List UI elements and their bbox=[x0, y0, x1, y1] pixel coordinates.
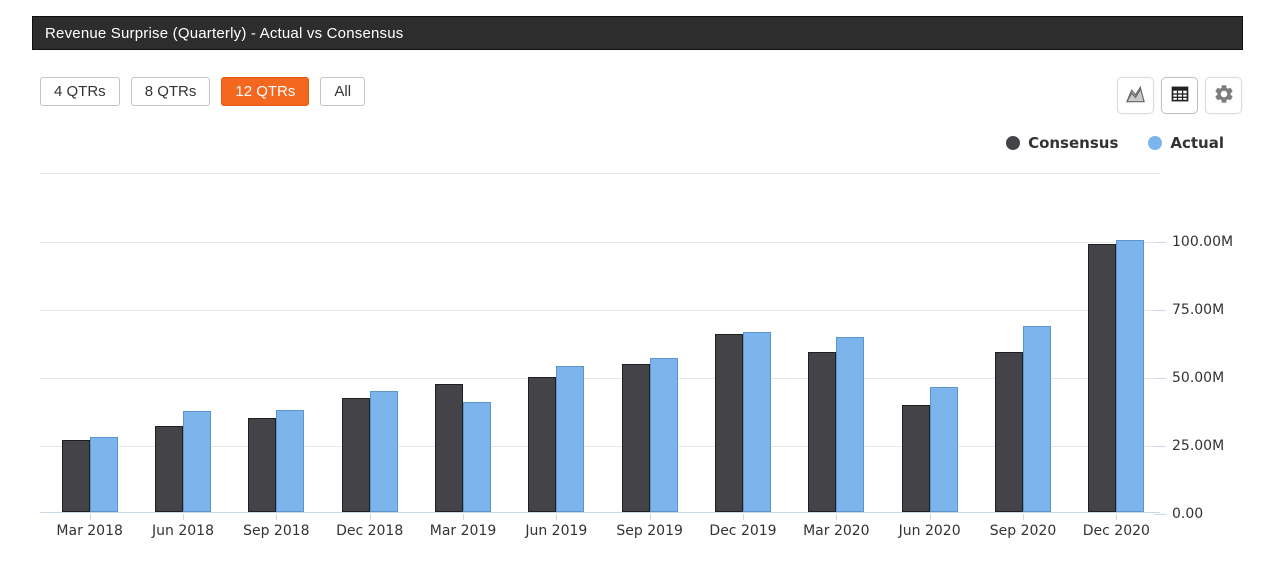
legend-label: Actual bbox=[1170, 134, 1224, 152]
range-button-12-qtrs[interactable]: 12 QTRs bbox=[221, 77, 310, 106]
gridline-100m bbox=[40, 242, 1160, 243]
range-button-all[interactable]: All bbox=[320, 77, 366, 106]
range-button-4-qtrs[interactable]: 4 QTRs bbox=[40, 77, 120, 106]
y-axis-tick bbox=[1155, 310, 1166, 311]
consensus-bar-mar-2019[interactable] bbox=[435, 384, 463, 512]
y-axis-label: 100.00M bbox=[1172, 234, 1234, 250]
table-view-icon bbox=[1169, 83, 1191, 108]
chart-title-bar: Revenue Surprise (Quarterly) - Actual vs… bbox=[32, 16, 1243, 50]
x-axis-label: Mar 2018 bbox=[56, 523, 123, 539]
consensus-bar-sep-2020[interactable] bbox=[995, 351, 1023, 512]
actual-bar-dec-2018[interactable] bbox=[369, 390, 398, 512]
x-axis-label: Dec 2018 bbox=[336, 523, 404, 539]
chart-plot-area: 0.00 25.00M 50.00M 75.00M 100.00M Mar 2018 Jun… bbox=[40, 173, 1233, 539]
y-axis-label: 50.00M bbox=[1172, 370, 1225, 386]
actual-bar-mar-2019[interactable] bbox=[463, 401, 491, 512]
x-axis-label: Jun 2018 bbox=[152, 523, 214, 539]
x-axis-tick bbox=[836, 514, 838, 520]
actual-bar-jun-2020[interactable] bbox=[929, 386, 958, 512]
y-axis-tick bbox=[1155, 378, 1166, 379]
x-axis-tick bbox=[1023, 514, 1024, 520]
y-axis-label: 0.00 bbox=[1172, 506, 1204, 522]
legend-item-consensus[interactable]: Consensus bbox=[1006, 134, 1118, 152]
actual-bar-sep-2018[interactable] bbox=[276, 410, 305, 512]
x-axis-label: Jun 2019 bbox=[525, 523, 588, 539]
x-axis-label: Dec 2020 bbox=[1082, 523, 1150, 539]
legend-label: Consensus bbox=[1028, 134, 1119, 152]
x-axis-tick bbox=[1116, 514, 1118, 520]
y-axis-label: 75.00M bbox=[1172, 302, 1225, 318]
gridline-50m bbox=[40, 378, 1160, 379]
actual-bar-jun-2018[interactable] bbox=[183, 411, 211, 512]
x-axis-tick bbox=[649, 514, 651, 520]
controls-row: 4 QTRs 8 QTRs 12 QTRs All bbox=[40, 77, 1242, 115]
legend-item-actual[interactable]: Actual bbox=[1148, 134, 1224, 152]
chart-legend: Consensus Actual bbox=[1006, 133, 1224, 153]
x-axis-label: Dec 2019 bbox=[709, 523, 777, 539]
table-view-button[interactable] bbox=[1161, 77, 1198, 114]
actual-bar-jun-2019[interactable] bbox=[556, 366, 585, 512]
consensus-bar-jun-2018[interactable] bbox=[155, 426, 183, 512]
range-button-group: 4 QTRs 8 QTRs 12 QTRs All bbox=[40, 77, 366, 106]
consensus-bar-sep-2018[interactable] bbox=[248, 418, 277, 512]
consensus-bar-jun-2019[interactable] bbox=[528, 377, 557, 512]
y-axis-tick bbox=[1155, 242, 1166, 243]
gridline-25m bbox=[40, 446, 1160, 447]
x-axis-label: Sep 2018 bbox=[243, 523, 310, 539]
x-axis-label: Sep 2020 bbox=[989, 523, 1057, 539]
actual-bar-sep-2019[interactable] bbox=[649, 358, 678, 512]
x-axis-tick bbox=[369, 514, 371, 520]
consensus-bar-jun-2020[interactable] bbox=[901, 404, 930, 512]
consensus-bar-mar-2018[interactable] bbox=[61, 439, 90, 512]
x-axis-tick bbox=[463, 514, 464, 520]
y-axis-tick bbox=[1155, 446, 1166, 447]
consensus-bar-sep-2019[interactable] bbox=[621, 363, 650, 512]
actual-bar-dec-2019[interactable] bbox=[743, 332, 771, 512]
x-axis-label: Mar 2019 bbox=[429, 523, 497, 539]
view-icon-buttons bbox=[1117, 77, 1242, 114]
y-axis-tick bbox=[1155, 514, 1166, 515]
area-chart-icon bbox=[1124, 83, 1147, 109]
consensus-bar-dec-2020[interactable] bbox=[1088, 244, 1117, 512]
actual-bar-mar-2018[interactable] bbox=[89, 437, 118, 512]
x-axis-label: Sep 2019 bbox=[616, 523, 683, 539]
gridline-75m bbox=[40, 310, 1160, 311]
consensus-bar-mar-2020[interactable] bbox=[808, 351, 837, 512]
area-chart-button[interactable] bbox=[1117, 77, 1154, 114]
consensus-bar-dec-2018[interactable] bbox=[341, 397, 370, 512]
x-axis-tick bbox=[929, 514, 931, 520]
y-axis-label: 25.00M bbox=[1172, 438, 1225, 454]
x-axis-tick bbox=[743, 514, 744, 520]
x-axis-tick bbox=[276, 514, 278, 520]
actual-bar-mar-2020[interactable] bbox=[836, 336, 865, 512]
x-axis-tick bbox=[89, 514, 91, 520]
actual-bar-dec-2020[interactable] bbox=[1116, 240, 1145, 512]
settings-button[interactable] bbox=[1205, 77, 1242, 114]
x-axis-tick bbox=[183, 514, 184, 520]
legend-marker-consensus bbox=[1006, 136, 1021, 150]
consensus-bar-dec-2019[interactable] bbox=[715, 333, 743, 512]
x-axis-tick bbox=[556, 514, 558, 520]
settings-gear-icon bbox=[1213, 83, 1235, 108]
chart-title: Revenue Surprise (Quarterly) - Actual vs… bbox=[45, 24, 404, 42]
range-button-8-qtrs[interactable]: 8 QTRs bbox=[130, 77, 211, 106]
x-axis-label: Jun 2020 bbox=[898, 523, 961, 539]
x-axis-label: Mar 2020 bbox=[803, 523, 870, 539]
legend-marker-actual bbox=[1148, 136, 1163, 150]
actual-bar-sep-2020[interactable] bbox=[1023, 325, 1051, 512]
